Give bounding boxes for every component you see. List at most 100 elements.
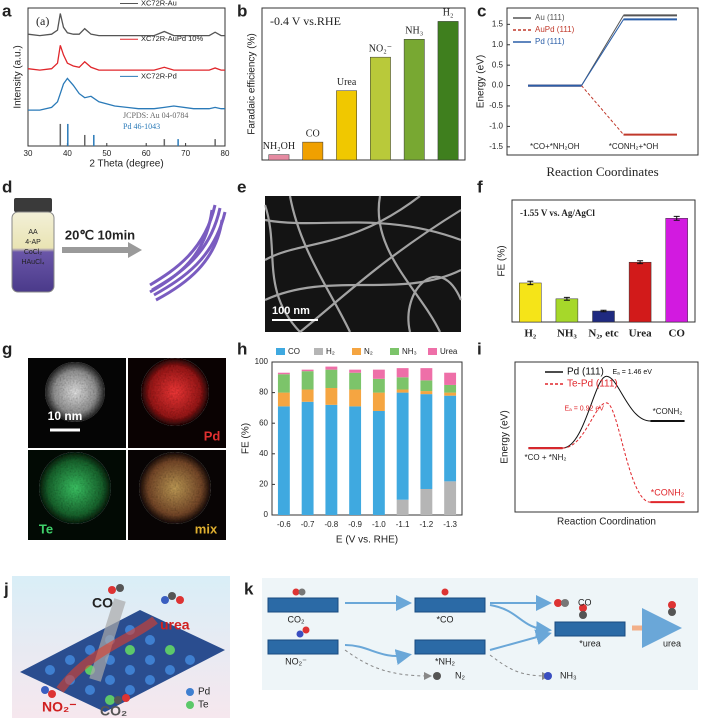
x-tick-label: 70 (181, 149, 190, 158)
scale-text: 100 nm (272, 305, 310, 317)
legend-text: XC72R-Pd (141, 71, 177, 80)
bar (370, 56, 391, 161)
legend-text: Pd (111) (535, 37, 565, 46)
y-tick-label: 80 (259, 388, 268, 397)
state-label: *CO+*NH₂OH (530, 142, 580, 151)
legend-text: Pd (111) (567, 367, 604, 378)
map-label: Pd (204, 428, 221, 443)
transition-curve (562, 375, 651, 449)
slab (20, 610, 225, 712)
x-axis-label: E (V vs. RHE) (336, 535, 398, 546)
reference-name: JCPDS: Au 04-0784 (123, 111, 188, 120)
bar-segment (420, 380, 433, 392)
bar-segment (349, 372, 362, 390)
y-axis-label: Energy (eV) (500, 410, 511, 463)
panel-label: d (2, 177, 12, 196)
legend-text: XC72R-AuPd 10% (141, 34, 203, 43)
panel-k: CO₂ *CO CO NO₂⁻ *NH₂ *urea urea N₂ NH₃ (262, 578, 698, 690)
legend-text: Au (111) (535, 13, 565, 22)
legend-text: Te-Pd (111) (567, 379, 618, 390)
y-axis-label: Faradaic efficiency (%) (247, 33, 258, 135)
legend-text: XC72R-Au (141, 0, 177, 8)
legend-swatch (428, 348, 437, 355)
bar (403, 39, 425, 161)
bar-segment (349, 389, 362, 407)
panel-label: i (477, 339, 482, 358)
sem-image (265, 196, 461, 332)
bar-segment (325, 369, 338, 389)
molecules (292, 588, 676, 680)
bar-segment (444, 372, 457, 385)
scheme-text: CO (92, 595, 113, 611)
annotation: -0.4 V vs.RHE (270, 14, 341, 28)
bar-segment (420, 394, 433, 489)
bar-segment (372, 369, 385, 379)
vial-cap (14, 198, 52, 212)
state-label: *CONH₂ (653, 407, 683, 416)
urea-arrow (56, 616, 158, 693)
panel-label: k (244, 579, 254, 598)
mix-map (139, 452, 211, 524)
panel-label: g (2, 339, 12, 358)
legend-text: Pd (198, 687, 210, 698)
panel-label: b (237, 1, 247, 20)
y-tick-label: 0.0 (492, 81, 504, 90)
legend-swatch (276, 348, 285, 355)
y-tick-label: -1.5 (489, 142, 503, 151)
error-bar (637, 260, 644, 265)
annotation: -1.55 V vs. Ag/AgCl (520, 208, 595, 218)
vial-text: AA (28, 229, 38, 236)
bar-segment (396, 499, 409, 515)
x-axis-label: 2 Theta (degree) (89, 159, 163, 170)
bar-segment (325, 366, 338, 370)
te-map (39, 452, 111, 524)
x-tick-label: -1.0 (372, 520, 386, 529)
y-tick-label: 20 (259, 480, 268, 489)
bar (336, 90, 357, 161)
x-tick-label: NH₃ (557, 328, 578, 340)
line-series (27, 13, 225, 37)
bar (555, 298, 579, 323)
co-arrow (89, 598, 126, 682)
plot-frame (514, 361, 699, 513)
y-axis-label: Intensity (a.u.) (13, 45, 24, 108)
scheme-text: *CO (436, 614, 453, 624)
y-tick-label: 0 (264, 510, 269, 519)
y-tick-label: 0.5 (492, 60, 504, 69)
bar-segment (444, 395, 457, 482)
error-bar (527, 280, 534, 286)
state-label: *CONH₂+*OH (609, 142, 659, 151)
x-tick-label: 50 (102, 149, 111, 158)
line-series (28, 77, 225, 111)
annotation: Eₐ = 0.92 eV (565, 406, 605, 413)
panel-label: a (2, 1, 12, 20)
bar (437, 21, 459, 161)
panel-label: h (237, 339, 247, 358)
legend-dot (186, 688, 194, 696)
x-tick-label: 30 (24, 149, 33, 158)
scheme-text: CO₂ (100, 703, 127, 719)
y-tick-label: -0.5 (489, 101, 503, 110)
legend-dot (186, 701, 194, 709)
annotation: Eₐ = 1.46 eV (613, 369, 653, 376)
scheme-text: NO₂⁻ (285, 656, 307, 666)
scheme-bg (262, 578, 698, 690)
bar-segment (396, 368, 409, 378)
annotation: (a) (36, 14, 49, 28)
bar-segment (349, 406, 362, 515)
bar-segment (277, 392, 290, 407)
bar-segment (396, 389, 409, 393)
x-tick-label: -0.9 (348, 520, 362, 529)
legend-text: CO (288, 347, 300, 356)
connector (581, 85, 624, 135)
bar-segment (325, 388, 338, 405)
connector (581, 19, 624, 86)
reference-name: Pd 46-1043 (123, 122, 160, 131)
bar-segment (277, 372, 290, 375)
bar-segment (301, 369, 314, 372)
bar-segment (372, 410, 385, 515)
bar-label: Urea (337, 77, 357, 88)
haadf-particle (45, 362, 105, 422)
arrow-head (128, 242, 142, 258)
panel-label: e (237, 177, 246, 196)
